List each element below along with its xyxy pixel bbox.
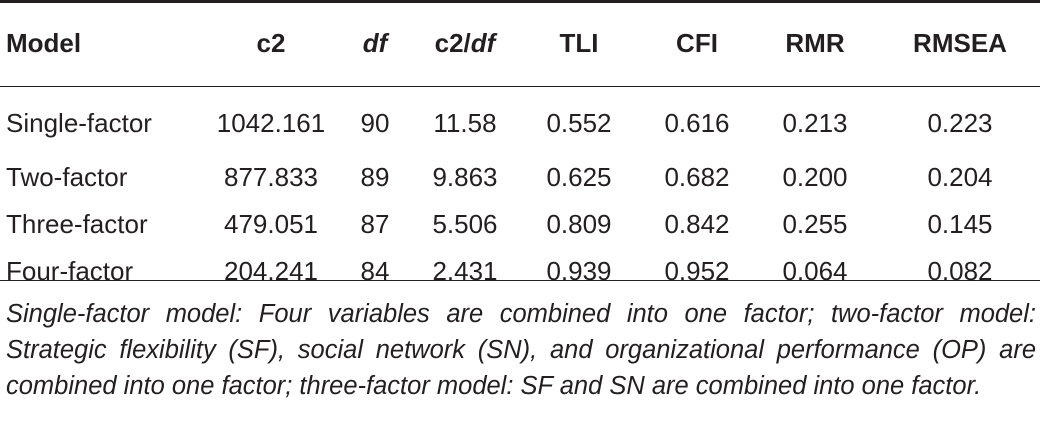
cell-model: Single-factor [6,107,152,138]
cell-tli: 0.552 [546,107,612,138]
header-rmr: RMR [785,27,845,58]
cell-rmr: 0.255 [782,209,848,239]
cell-c2df: 9.863 [432,162,498,192]
table-row: Single-factor 1042.161 90 11.58 0.552 0.… [0,86,1040,154]
header-c2: c2 [256,27,286,58]
header-rule [0,86,1040,87]
cell-c2df: 2.431 [432,256,498,286]
cell-cfi: 0.616 [664,107,730,138]
header-cfi: CFI [676,27,718,58]
cell-rmr: 0.064 [782,256,848,286]
bottom-rule [0,280,1040,281]
cell-cfi: 0.682 [664,162,730,192]
cell-c2df: 11.58 [433,107,497,138]
results-table: Model c2 df c2/df TLI CFI RMR RMSEA Sing… [0,0,1040,295]
header-model: Model [6,27,82,58]
cell-model: Two-factor [6,162,128,192]
header-rmsea: RMSEA [913,27,1007,58]
cell-model: Three-factor [6,209,148,239]
header-c2df: c2/df [410,0,520,86]
cell-rmsea: 0.145 [927,209,993,239]
cell-c2: 1042.161 [216,107,326,138]
cell-rmsea: 0.082 [927,256,993,286]
cell-df: 87 [360,209,390,239]
cell-rmr: 0.213 [782,107,848,138]
cell-df: 84 [360,256,390,286]
cell-rmsea: 0.223 [927,107,993,138]
top-rule [0,0,1040,3]
header-tli: TLI [559,27,599,58]
cell-c2df: 5.506 [432,209,498,239]
cell-cfi: 0.952 [664,256,730,286]
cell-cfi: 0.842 [664,209,730,239]
header-df: df [362,27,388,58]
table-row: Four-factor 204.241 84 2.431 0.939 0.952… [0,248,1040,295]
header-row: Model c2 df c2/df TLI CFI RMR RMSEA [0,0,1040,86]
cell-tli: 0.625 [546,162,612,192]
table-footnote: Single-factor model: Four variables are … [6,300,1036,400]
cell-c2: 204.241 [224,256,318,286]
cell-c2: 479.051 [224,209,318,239]
cell-rmr: 0.200 [782,162,848,192]
table-row: Three-factor 479.051 87 5.506 0.809 0.84… [0,201,1040,248]
header-c2df-suffix: df [470,27,496,58]
header-c2df-prefix: c2/ [434,27,471,58]
table-row: Two-factor 877.833 89 9.863 0.625 0.682 … [0,154,1040,201]
cell-df: 90 [360,107,390,138]
cell-tli: 0.809 [546,209,612,239]
cell-tli: 0.939 [546,256,612,286]
cell-model: Four-factor [6,256,134,286]
cell-df: 89 [360,162,390,192]
cell-rmsea: 0.204 [927,162,993,192]
cell-c2: 877.833 [224,162,318,192]
